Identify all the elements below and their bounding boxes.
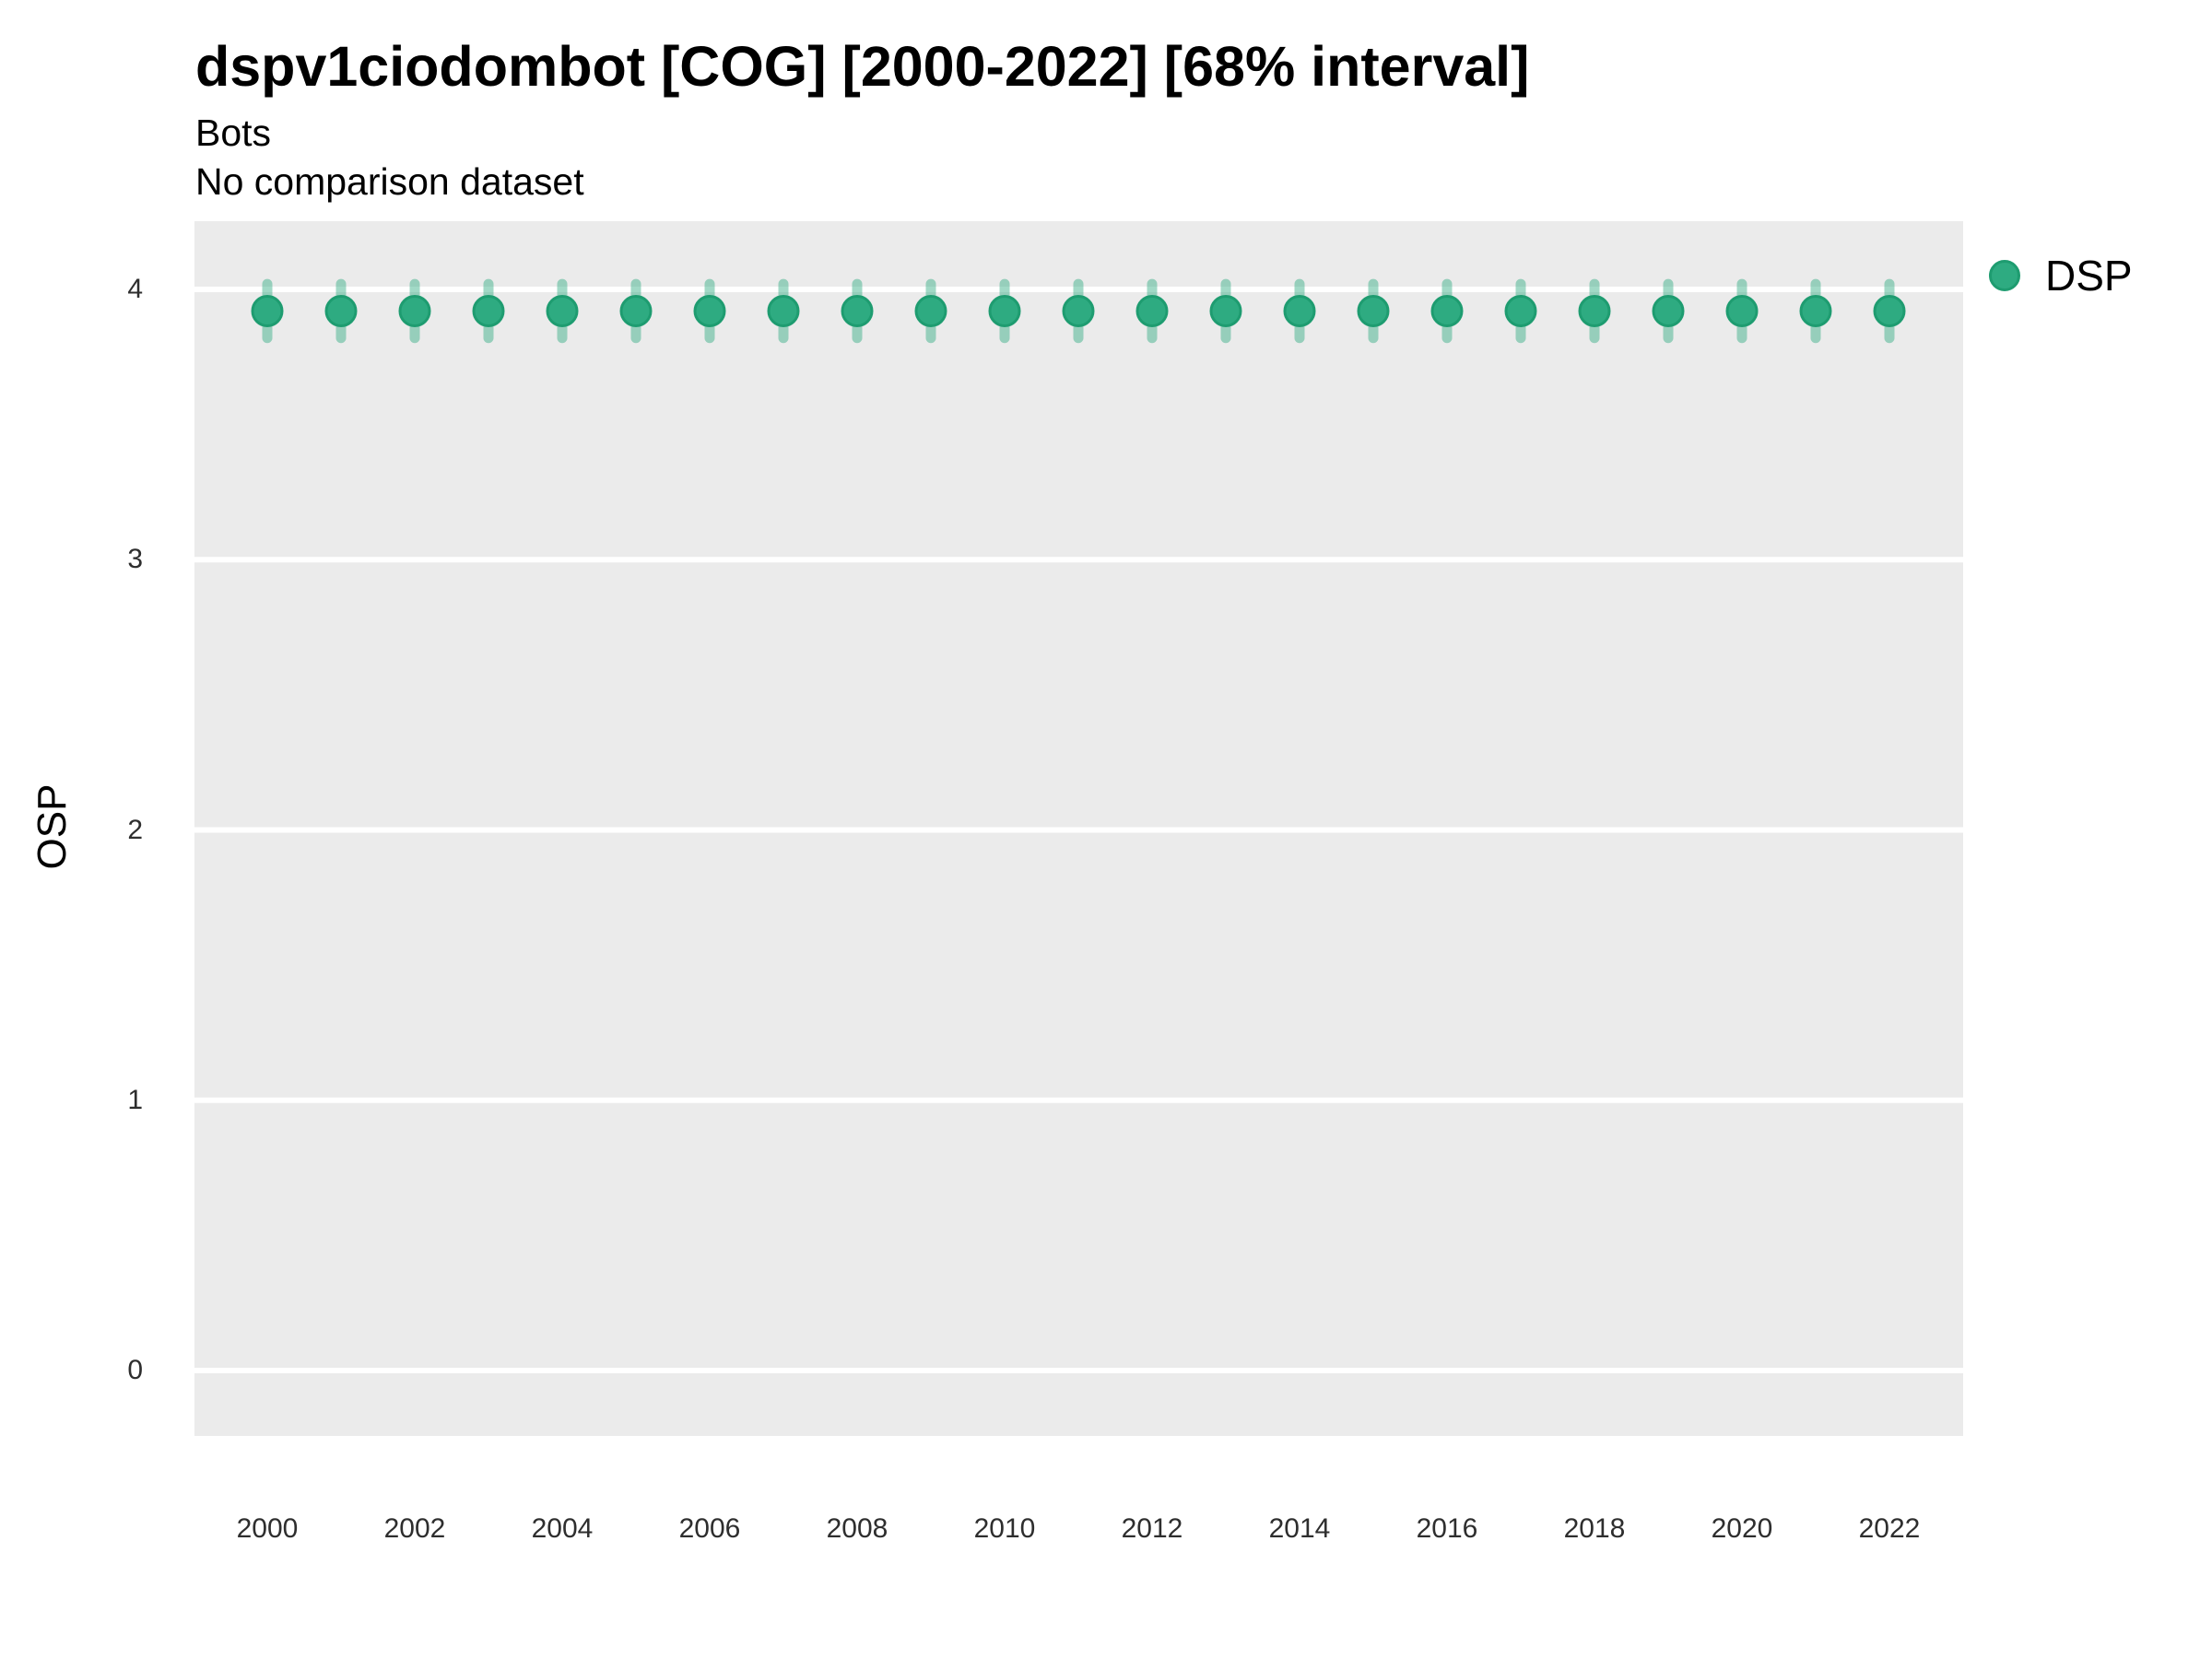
data-point [251, 294, 284, 327]
data-point [472, 294, 505, 327]
data-point [1357, 294, 1390, 327]
x-tick-label: 2008 [826, 1513, 888, 1544]
data-point [1209, 294, 1242, 327]
x-tick-label: 2002 [383, 1513, 446, 1544]
y-tick-label: 2 [127, 814, 143, 845]
data-point [1430, 294, 1464, 327]
legend-marker-icon [1989, 260, 2020, 291]
x-tick-label: 2012 [1121, 1513, 1183, 1544]
x-tick-label: 2000 [236, 1513, 299, 1544]
x-tick-label: 2006 [678, 1513, 741, 1544]
data-point [1873, 294, 1906, 327]
legend-label: DSP [2045, 252, 2133, 300]
y-tick-label: 4 [127, 274, 143, 304]
chart-title: dspv1ciodombot [COG] [2000-2022] [68% in… [195, 35, 1530, 98]
data-point [1652, 294, 1685, 327]
data-point [767, 294, 800, 327]
chart-comparison-note: No comparison dataset [195, 160, 584, 203]
y-tick-label: 3 [127, 544, 143, 575]
data-point [619, 294, 653, 327]
data-point [1578, 294, 1611, 327]
data-point [1799, 294, 1832, 327]
data-point [1135, 294, 1169, 327]
x-tick-label: 2010 [973, 1513, 1036, 1544]
plot-panel [194, 221, 1963, 1436]
data-point [1283, 294, 1316, 327]
y-tick-label: 0 [127, 1355, 143, 1385]
data-point [693, 294, 726, 327]
x-tick-label: 2022 [1858, 1513, 1921, 1544]
y-tick-label: 1 [127, 1084, 143, 1115]
data-point [324, 294, 358, 327]
x-tick-label: 2016 [1416, 1513, 1478, 1544]
data-point [1062, 294, 1095, 327]
data-point [1504, 294, 1537, 327]
x-tick-label: 2020 [1711, 1513, 1773, 1544]
data-point [914, 294, 947, 327]
x-tick-label: 2014 [1268, 1513, 1331, 1544]
data-point [841, 294, 874, 327]
data-point [546, 294, 579, 327]
x-tick-label: 2004 [531, 1513, 594, 1544]
data-point [1725, 294, 1759, 327]
chart-subtitle: Bots [195, 112, 272, 154]
data-point [398, 294, 431, 327]
plot-svg [194, 221, 1963, 1436]
data-point [988, 294, 1021, 327]
legend: DSP [1989, 252, 2133, 300]
x-tick-label: 2018 [1563, 1513, 1626, 1544]
